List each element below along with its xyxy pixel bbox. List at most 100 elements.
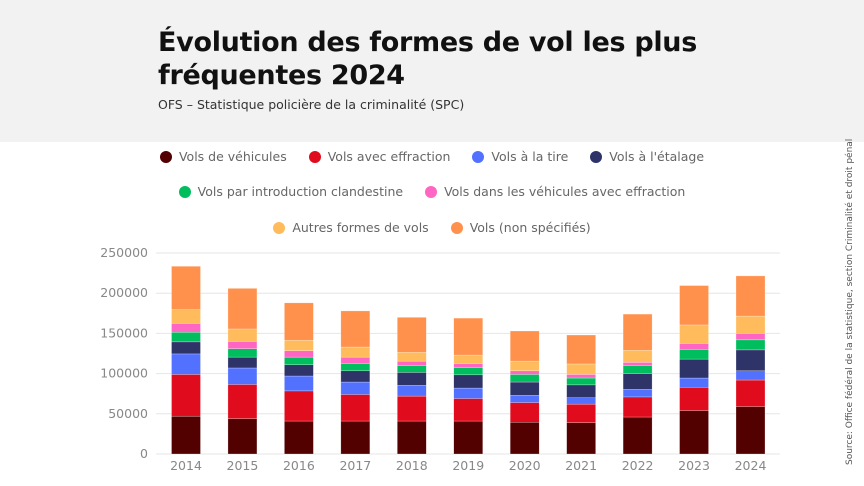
bar-segment[interactable]: [622, 313, 653, 351]
bar-segment[interactable]: [453, 367, 483, 376]
bar-segment[interactable]: [509, 330, 540, 362]
bar-segment[interactable]: [171, 415, 201, 455]
legend-label: Vols dans les véhicules avec effraction: [444, 184, 686, 199]
bar-segment[interactable]: [453, 363, 483, 368]
bar-segment[interactable]: [284, 390, 314, 422]
bar-segment[interactable]: [622, 365, 653, 374]
bar-segment[interactable]: [509, 395, 540, 403]
legend-item[interactable]: Vols à la tire: [472, 149, 568, 164]
bar-segment[interactable]: [622, 362, 653, 366]
bar-segment[interactable]: [227, 384, 258, 419]
bar-segment[interactable]: [679, 349, 709, 360]
bar-segment[interactable]: [227, 288, 258, 330]
bar-segment[interactable]: [735, 315, 766, 334]
y-tick-label: 250000: [100, 245, 148, 260]
bar-segment[interactable]: [735, 370, 766, 381]
bar-segment[interactable]: [397, 317, 427, 353]
bar-segment[interactable]: [284, 364, 314, 377]
bar-segment[interactable]: [397, 352, 427, 362]
bar-segment[interactable]: [679, 387, 709, 411]
bar-segment[interactable]: [509, 374, 540, 383]
legend-item[interactable]: Autres formes de vols: [273, 220, 429, 235]
bar-segment[interactable]: [340, 356, 371, 364]
legend-item[interactable]: Vols par introduction clandestine: [178, 184, 403, 199]
bar-segment[interactable]: [340, 394, 371, 422]
legend-marker-icon: [178, 186, 191, 198]
bar-segment[interactable]: [566, 403, 596, 423]
bar-segment[interactable]: [622, 389, 653, 398]
bar-segment[interactable]: [284, 339, 314, 351]
bar-segment[interactable]: [735, 379, 766, 407]
legend-item[interactable]: Vols à l'étalage: [590, 149, 704, 164]
legend-item[interactable]: Vols de véhicules: [159, 149, 287, 164]
bar-segment[interactable]: [622, 396, 653, 418]
bar-segment[interactable]: [566, 397, 596, 405]
bar-segment[interactable]: [679, 377, 709, 388]
bar-segment[interactable]: [509, 370, 540, 375]
bar-segment[interactable]: [397, 395, 427, 422]
bar-segment[interactable]: [171, 309, 201, 324]
bar-segment[interactable]: [227, 418, 258, 455]
bar-segment[interactable]: [284, 375, 314, 392]
bar-segment[interactable]: [227, 367, 258, 385]
bar-segment[interactable]: [622, 350, 653, 363]
bar-segment[interactable]: [453, 354, 483, 364]
legend-item[interactable]: Vols avec effraction: [308, 149, 450, 164]
bar-segment[interactable]: [340, 346, 371, 358]
bar-segment[interactable]: [566, 384, 596, 398]
legend-item[interactable]: Vols dans les véhicules avec effraction: [425, 184, 685, 199]
bar-segment[interactable]: [171, 341, 201, 355]
bar-segment[interactable]: [735, 333, 766, 341]
bar-segment[interactable]: [453, 387, 483, 399]
bar-segment[interactable]: [509, 402, 540, 423]
bar-segment[interactable]: [735, 406, 766, 455]
bar-segment[interactable]: [340, 381, 371, 395]
bar-segment[interactable]: [284, 356, 314, 366]
bar-segment[interactable]: [340, 310, 371, 348]
bar-segment[interactable]: [622, 416, 653, 455]
bar-segment[interactable]: [566, 422, 596, 455]
bar-segment[interactable]: [735, 349, 766, 372]
bar-segment[interactable]: [227, 356, 258, 369]
bar-segment[interactable]: [171, 266, 201, 310]
bar-segment[interactable]: [679, 324, 709, 344]
legend-marker-icon: [472, 151, 485, 163]
bar-segment[interactable]: [509, 360, 540, 372]
bar-segment[interactable]: [227, 348, 258, 358]
bar-segment[interactable]: [735, 339, 766, 351]
bar-segment[interactable]: [679, 285, 709, 326]
bar-segment[interactable]: [566, 363, 596, 375]
bar-segment[interactable]: [453, 398, 483, 422]
bar-segment[interactable]: [171, 353, 201, 375]
bar-segment[interactable]: [566, 374, 596, 379]
bar-segment[interactable]: [735, 275, 766, 317]
bar-segment[interactable]: [679, 343, 709, 350]
bar-segment[interactable]: [227, 341, 258, 349]
bar-segment[interactable]: [566, 334, 596, 365]
bar-segment[interactable]: [509, 381, 540, 396]
bar-segment[interactable]: [171, 323, 201, 333]
bar-segment[interactable]: [171, 331, 201, 343]
bar-segment[interactable]: [397, 360, 427, 366]
bar-segment[interactable]: [453, 420, 483, 455]
bar-segment[interactable]: [340, 363, 371, 372]
bar-segment[interactable]: [284, 302, 314, 341]
legend-item[interactable]: Vols (non spécifiés): [450, 220, 591, 235]
bar-segment[interactable]: [397, 385, 427, 397]
bar-segment[interactable]: [397, 365, 427, 373]
bar-segment[interactable]: [340, 420, 371, 455]
bar-segment[interactable]: [566, 377, 596, 386]
bar-segment[interactable]: [622, 373, 653, 390]
bar-segment[interactable]: [340, 370, 371, 383]
bar-segment[interactable]: [453, 317, 483, 356]
bar-segment[interactable]: [679, 410, 709, 455]
bar-segment[interactable]: [284, 420, 314, 455]
bar-segment[interactable]: [509, 421, 540, 455]
bar-segment[interactable]: [171, 374, 201, 417]
bar-segment[interactable]: [227, 328, 258, 342]
bar-segment[interactable]: [453, 374, 483, 389]
bar-segment[interactable]: [397, 420, 427, 455]
bar-segment[interactable]: [679, 358, 709, 379]
bar-segment[interactable]: [397, 372, 427, 386]
bar-segment[interactable]: [284, 350, 314, 358]
